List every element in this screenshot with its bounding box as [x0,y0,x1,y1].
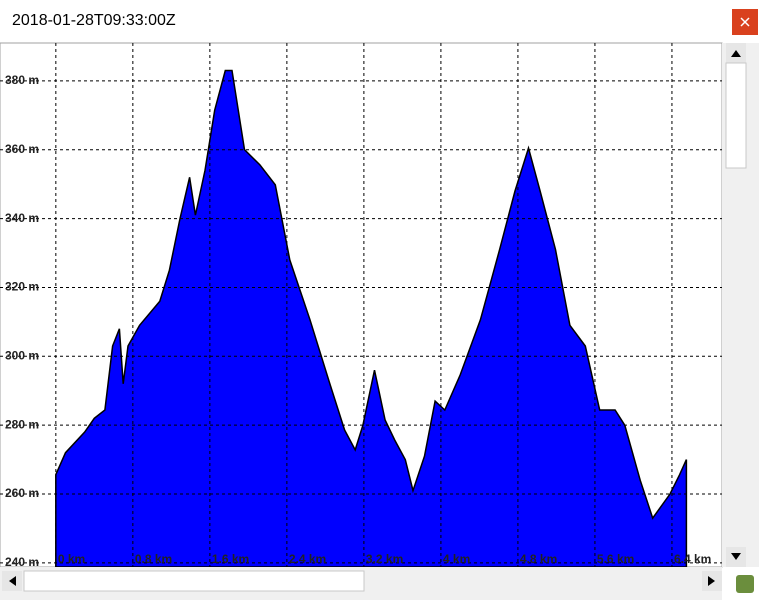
x-tick-label: 0 km [58,552,85,566]
window-title: 2018-01-28T09:33:00Z [12,12,176,29]
x-tick-label: 4 km [443,552,470,566]
y-tick-label: 360 m [5,142,39,156]
x-tick-label: 2.4 km [289,552,326,566]
x-tick-label: 1.6 km [212,552,249,566]
y-tick-label: 260 m [5,486,39,500]
y-tick-label: 280 m [5,417,39,431]
scroll-thumb[interactable] [23,570,365,592]
corner-icon[interactable] [736,575,754,593]
arrow-icon [708,576,715,586]
arrow-icon [731,50,741,57]
x-tick-label: 6.4 km [674,552,711,566]
horizontal-scrollbar[interactable] [0,567,754,600]
title-bar [0,0,759,43]
y-tick-label: 240 m [5,555,39,569]
arrow-icon [9,576,16,586]
y-tick-label: 300 m [5,348,39,362]
elevation-area [55,69,688,568]
x-tick-label: 3.2 km [366,552,403,566]
y-tick-label: 340 m [5,211,39,225]
arrow-icon [731,553,741,560]
x-tick-label: 5.6 km [597,552,634,566]
scroll-thumb[interactable] [725,62,747,169]
vertical-scrollbar[interactable] [722,43,759,567]
y-tick-label: 380 m [5,73,39,87]
close-icon [740,17,750,27]
close-button[interactable] [732,9,758,35]
y-tick-label: 320 m [5,280,39,294]
x-tick-label: 4.8 km [520,552,557,566]
x-tick-label: 0.8 km [135,552,172,566]
